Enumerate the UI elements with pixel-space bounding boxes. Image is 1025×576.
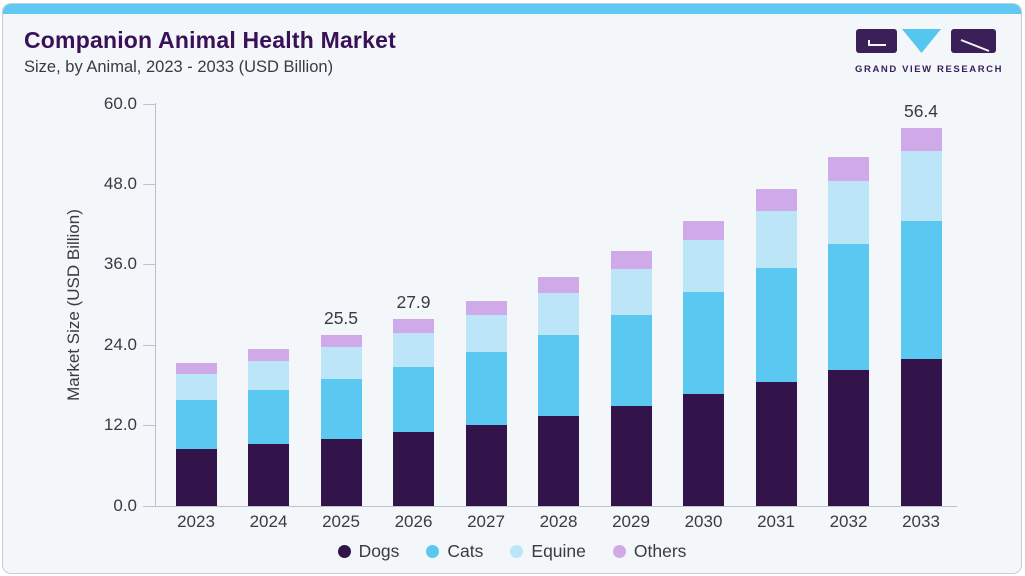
chart-title: Companion Animal Health Market — [24, 27, 396, 53]
y-tick — [143, 103, 156, 105]
bar-segment-dogs-2030 — [683, 394, 724, 506]
bar-segment-equine-2024 — [248, 361, 289, 390]
bar-segment-cats-2031 — [755, 268, 797, 383]
y-axis-title: Market Size (USD Billion) — [64, 209, 83, 401]
y-tick-label: 48.0 — [103, 173, 137, 193]
bar-segment-others-2028 — [538, 277, 579, 294]
y-tick-label: 36.0 — [103, 254, 137, 274]
bar-segment-equine-2029 — [610, 269, 652, 315]
bar-segment-dogs-2032 — [828, 370, 869, 506]
plot-area: 25.5 27.9 56.4 — [155, 100, 957, 506]
bar-segment-others-2023 — [175, 363, 217, 375]
chart-card: Companion Animal Health Market Size, by … — [2, 3, 1022, 574]
x-axis-line — [143, 506, 957, 507]
x-tick-label-2024: 2024 — [249, 512, 288, 531]
bar-segment-others-2025 — [320, 334, 362, 348]
y-tick-label: 24.0 — [103, 334, 137, 354]
bar-total-label-2026: 27.9 — [396, 291, 431, 312]
gvr-logo-icon — [856, 29, 996, 53]
y-tick-label: 12.0 — [103, 415, 137, 435]
y-tick — [143, 264, 156, 266]
bar-segment-cats-2026 — [393, 366, 434, 433]
bar-segment-cats-2028 — [538, 335, 579, 417]
x-tick-label-2028: 2028 — [539, 512, 578, 531]
y-tick-label: 60.0 — [103, 93, 137, 113]
legend: Dogs Cats Equine Others — [3, 541, 1021, 562]
bar-total-label-2025: 25.5 — [323, 307, 359, 328]
bar-segment-equine-2028 — [538, 293, 579, 336]
bar-segment-dogs-2027 — [465, 425, 507, 506]
y-tick — [143, 505, 156, 507]
legend-label: Others — [633, 541, 687, 561]
x-tick-label-2033: 2033 — [902, 512, 940, 531]
legend-item-cats: Cats — [426, 541, 483, 562]
bar-segment-equine-2023 — [175, 374, 217, 400]
legend-swatch-icon — [510, 545, 524, 558]
x-tick-label-2026: 2026 — [394, 512, 433, 531]
x-tick-label-2029: 2029 — [612, 512, 650, 531]
legend-item-dogs: Dogs — [337, 541, 400, 562]
bar-segment-others-2030 — [683, 220, 724, 240]
legend-swatch-icon — [337, 545, 351, 558]
x-tick-label-2030: 2030 — [684, 512, 723, 531]
brand-name: GRAND VIEW RESEARCH — [855, 64, 1004, 75]
bar-segment-dogs-2023 — [175, 449, 217, 506]
bar-segment-others-2033 — [900, 127, 942, 152]
top-accent-bar — [3, 4, 1021, 14]
x-tick-label-2025: 2025 — [322, 512, 360, 531]
bar-segment-equine-2032 — [828, 180, 869, 245]
chart-header: Companion Animal Health Market Size, by … — [24, 27, 396, 78]
bar-segment-dogs-2028 — [538, 416, 579, 506]
x-tick-label-2023: 2023 — [177, 512, 215, 531]
legend-label: Dogs — [358, 541, 400, 561]
y-tick — [143, 344, 156, 346]
y-axis-line — [155, 103, 156, 507]
bar-segment-others-2032 — [828, 157, 869, 181]
legend-swatch-icon — [612, 545, 626, 558]
x-tick-label-2027: 2027 — [467, 512, 505, 531]
bar-total-label-2033: 56.4 — [903, 100, 939, 121]
bar-segment-cats-2024 — [248, 389, 289, 444]
bar-segment-equine-2026 — [393, 332, 434, 367]
y-tick — [143, 425, 156, 427]
bar-segment-dogs-2029 — [610, 406, 652, 506]
bar-segment-others-2027 — [465, 300, 507, 316]
bar-segment-equine-2025 — [320, 347, 362, 379]
legend-swatch-icon — [426, 545, 440, 558]
bar-segment-dogs-2024 — [248, 443, 289, 506]
bar-segment-dogs-2033 — [900, 358, 942, 506]
legend-item-equine: Equine — [510, 541, 586, 562]
bar-segment-equine-2030 — [683, 239, 724, 293]
bar-segment-others-2026 — [393, 318, 434, 333]
brand-logo: GRAND VIEW RESEARCH — [855, 29, 1004, 75]
bar-segment-cats-2027 — [465, 352, 507, 426]
y-tick — [143, 183, 156, 185]
bar-segment-others-2031 — [755, 189, 797, 211]
x-tick-label-2031: 2031 — [757, 512, 795, 531]
chart-subtitle: Size, by Animal, 2023 - 2033 (USD Billio… — [24, 58, 334, 77]
legend-label: Cats — [447, 541, 484, 561]
bar-segment-cats-2025 — [320, 378, 362, 439]
legend-item-others: Others — [612, 541, 687, 562]
legend-label: Equine — [531, 541, 586, 561]
bar-segment-cats-2029 — [610, 314, 652, 407]
bar-segment-dogs-2031 — [755, 382, 797, 506]
y-tick-label: 0.0 — [113, 495, 137, 515]
bar-segment-cats-2030 — [683, 292, 724, 395]
bar-segment-equine-2027 — [465, 315, 507, 353]
bar-segment-cats-2033 — [900, 221, 942, 359]
bar-segment-cats-2023 — [175, 399, 217, 450]
x-tick-label-2032: 2032 — [829, 512, 868, 531]
bar-segment-cats-2032 — [828, 244, 869, 371]
bar-segment-equine-2031 — [755, 210, 797, 269]
bar-segment-equine-2033 — [900, 151, 942, 222]
bar-segment-dogs-2026 — [393, 432, 434, 506]
bar-segment-others-2024 — [248, 349, 289, 362]
bar-segment-dogs-2025 — [320, 438, 362, 506]
bar-segment-others-2029 — [610, 250, 652, 269]
